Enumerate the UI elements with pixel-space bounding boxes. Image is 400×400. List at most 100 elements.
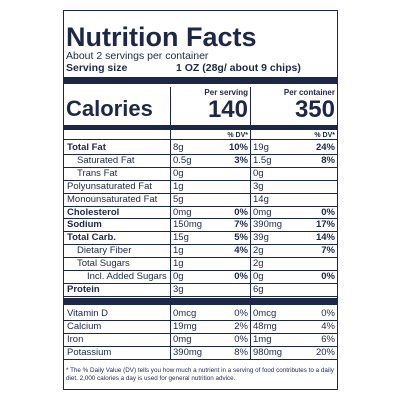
amount: 0g — [253, 271, 264, 282]
thick-rule — [64, 298, 337, 305]
daily-value: 20% — [315, 346, 335, 358]
nutrient-name: Trans Fat — [77, 167, 118, 179]
calories-value: 140 — [207, 96, 248, 123]
amount: 390mg — [253, 219, 283, 231]
calories-label: Calories — [66, 96, 153, 121]
column-header: Per container — [283, 88, 335, 97]
row-rule — [64, 139, 337, 140]
daily-value: 8% — [321, 154, 335, 166]
row-rule — [64, 179, 337, 181]
daily-value: 4% — [321, 320, 335, 332]
nutrient-name: Vitamin D — [67, 308, 109, 319]
nutrient-name: Dietary Fiber — [77, 245, 132, 257]
amount: 3g — [253, 180, 264, 192]
amount: 0mg — [253, 206, 272, 218]
daily-value: 10% — [228, 142, 248, 153]
daily-value: 14% — [315, 232, 335, 244]
amount: 150mg — [173, 219, 203, 231]
row-rule — [64, 205, 337, 207]
nutrient-name: Cholesterol — [67, 206, 120, 218]
row-rule — [64, 319, 337, 321]
daily-value: 24% — [315, 142, 335, 153]
amount: 19g — [253, 142, 269, 153]
nutrient-name: Total Carb. — [67, 232, 116, 244]
amount: 14g — [253, 193, 269, 205]
daily-value: 8% — [234, 346, 248, 358]
daily-value: 0% — [234, 333, 248, 345]
amount: 1g — [173, 245, 184, 257]
column-header: Per serving — [204, 88, 248, 97]
amount: 5g — [173, 193, 184, 205]
row-rule — [64, 257, 337, 259]
daily-value: 7% — [321, 245, 335, 257]
serving-size-label: Serving size — [66, 62, 128, 74]
amount: 0mcg — [173, 308, 197, 319]
daily-value: 0% — [234, 308, 248, 319]
thick-rule — [64, 77, 337, 84]
amount: 0g — [173, 271, 184, 282]
row-rule — [64, 192, 337, 194]
amount: 0mcg — [253, 308, 277, 319]
nutrient-name: Sodium — [67, 219, 102, 231]
row-rule — [64, 270, 337, 271]
amount: 1g — [173, 258, 184, 270]
nutrition-label: Nutrition Facts About 2 servings per con… — [63, 10, 338, 390]
dv-header: % DV* — [314, 132, 335, 139]
amount: 8g — [173, 142, 184, 153]
footnote: * The % Daily Value (DV) tells you how m… — [66, 367, 334, 382]
column-divider — [170, 87, 171, 359]
nutrient-name: Potassium — [67, 346, 112, 358]
amount: 0.5g — [173, 154, 192, 166]
row-rule — [64, 332, 337, 334]
amount: 980mg — [253, 346, 283, 358]
nutrient-name: Iron — [67, 333, 84, 345]
daily-value: 2% — [234, 320, 248, 332]
amount: 0mg — [173, 333, 192, 345]
serving-size-value: 1 OZ (28g/ about 9 chips) — [176, 62, 301, 74]
nutrient-name: Polyunsaturated Fat — [67, 180, 153, 192]
amount: 390mg — [173, 346, 203, 358]
dv-header: % DV* — [227, 132, 248, 139]
amount: 1mg — [253, 333, 272, 345]
title: Nutrition Facts — [66, 22, 257, 52]
daily-value: 0% — [321, 308, 335, 319]
nutrient-name: Protein — [67, 283, 100, 295]
daily-value: 5% — [234, 232, 248, 244]
row-rule — [64, 153, 337, 155]
row-rule — [64, 295, 337, 297]
amount: 1g — [173, 180, 184, 192]
amount: 6g — [253, 283, 264, 295]
daily-value: 0% — [234, 271, 248, 282]
row-rule — [64, 231, 337, 233]
nutrient-name: Incl. Added Sugars — [87, 271, 167, 282]
amount: 48mg — [253, 320, 277, 332]
column-divider — [250, 87, 251, 359]
row-rule — [64, 358, 337, 360]
nutrient-name: Saturated Fat — [77, 154, 135, 166]
amount: 2g — [253, 245, 264, 257]
amount: 0mg — [173, 206, 192, 218]
amount: 0g — [173, 167, 184, 179]
daily-value: 0% — [321, 271, 335, 282]
amount: 39g — [253, 232, 269, 244]
nutrient-name: Total Fat — [67, 142, 106, 153]
daily-value: 4% — [234, 245, 248, 257]
amount: 3g — [173, 283, 184, 295]
calories-value: 350 — [294, 96, 335, 123]
daily-value: 6% — [321, 333, 335, 345]
daily-value: 3% — [234, 154, 248, 166]
amount: 2g — [253, 258, 264, 270]
amount: 15g — [173, 232, 189, 244]
nutrient-name: Monounsaturated Fat — [67, 193, 158, 205]
daily-value: 17% — [315, 219, 335, 231]
row-rule — [64, 345, 337, 347]
row-rule — [64, 244, 337, 246]
thick-rule — [64, 125, 337, 130]
nutrient-name: Total Sugars — [77, 258, 130, 270]
amount: 19mg — [173, 320, 197, 332]
servings: About 2 servings per container — [66, 50, 209, 62]
row-rule — [64, 218, 337, 220]
daily-value: 7% — [234, 219, 248, 231]
amount: 0g — [253, 167, 264, 179]
